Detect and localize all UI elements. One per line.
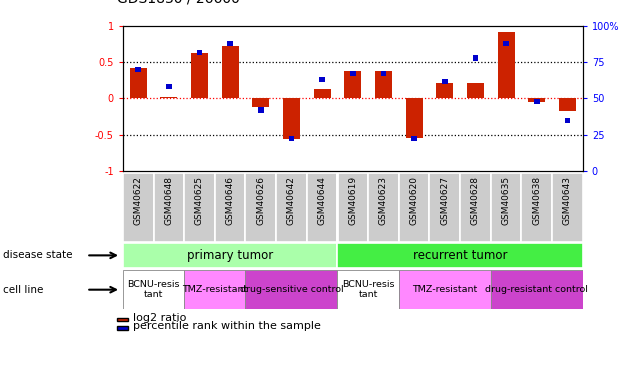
Bar <box>338 270 399 309</box>
Bar <box>123 270 184 309</box>
Text: GSM40626: GSM40626 <box>256 176 265 225</box>
Bar <box>552 172 583 242</box>
Text: cell line: cell line <box>3 285 43 295</box>
Text: GSM40635: GSM40635 <box>501 176 510 225</box>
Text: GSM40628: GSM40628 <box>471 176 480 225</box>
Bar <box>437 82 453 99</box>
Bar <box>161 97 177 99</box>
Bar <box>411 136 417 141</box>
Bar <box>338 172 368 242</box>
Bar <box>498 32 515 99</box>
Text: GSM40625: GSM40625 <box>195 176 204 225</box>
Bar <box>314 89 331 99</box>
Text: BCNU-resis
tant: BCNU-resis tant <box>127 280 180 299</box>
Text: recurrent tumor: recurrent tumor <box>413 249 507 262</box>
Bar <box>197 50 202 55</box>
Bar <box>253 99 269 107</box>
Bar <box>338 243 583 268</box>
Bar <box>472 56 478 60</box>
Bar <box>399 270 491 309</box>
Text: GSM40646: GSM40646 <box>226 176 234 225</box>
Text: GSM40623: GSM40623 <box>379 176 388 225</box>
Bar <box>381 71 386 76</box>
Text: drug-sensitive control: drug-sensitive control <box>239 285 343 294</box>
Bar <box>246 270 338 309</box>
Bar <box>534 99 539 104</box>
Bar <box>227 41 233 46</box>
Bar <box>503 41 509 46</box>
Text: GSM40643: GSM40643 <box>563 176 572 225</box>
Text: drug-resistant control: drug-resistant control <box>485 285 588 294</box>
Text: primary tumor: primary tumor <box>187 249 273 262</box>
Bar <box>215 172 246 242</box>
Bar <box>375 71 392 99</box>
Bar <box>559 99 576 111</box>
Bar <box>130 68 147 99</box>
Text: disease state: disease state <box>3 251 72 260</box>
Bar <box>184 172 215 242</box>
Bar <box>522 172 552 242</box>
Bar <box>258 108 263 112</box>
Bar <box>406 99 423 138</box>
Bar <box>564 118 570 123</box>
Bar <box>283 99 300 139</box>
Bar <box>123 243 338 268</box>
Bar <box>246 172 276 242</box>
Bar <box>222 46 239 99</box>
Bar <box>368 172 399 242</box>
Bar <box>529 99 545 102</box>
Text: GSM40619: GSM40619 <box>348 176 357 225</box>
Text: GSM40642: GSM40642 <box>287 176 296 225</box>
Text: percentile rank within the sample: percentile rank within the sample <box>133 321 321 331</box>
Bar <box>460 172 491 242</box>
Text: TMZ-resistant: TMZ-resistant <box>412 285 478 294</box>
Bar <box>319 77 325 82</box>
Bar <box>345 71 361 99</box>
Bar <box>289 136 294 141</box>
Bar <box>166 84 171 89</box>
Bar <box>135 67 141 72</box>
Text: GSM40622: GSM40622 <box>134 176 142 225</box>
Bar <box>191 53 208 99</box>
Bar <box>184 270 246 309</box>
Bar <box>491 172 522 242</box>
Bar <box>399 172 430 242</box>
Bar <box>154 172 184 242</box>
Text: GSM40648: GSM40648 <box>164 176 173 225</box>
Text: GSM40638: GSM40638 <box>532 176 541 225</box>
Bar <box>276 172 307 242</box>
Bar <box>430 172 460 242</box>
Bar <box>350 71 355 76</box>
Bar <box>491 270 583 309</box>
Text: GSM40644: GSM40644 <box>318 176 326 225</box>
Bar <box>307 172 338 242</box>
Text: GDS1830 / 26600: GDS1830 / 26600 <box>117 0 239 6</box>
Bar <box>467 82 484 99</box>
Bar <box>123 172 154 242</box>
Text: TMZ-resistant: TMZ-resistant <box>182 285 248 294</box>
Text: log2 ratio: log2 ratio <box>133 313 186 322</box>
Text: GSM40627: GSM40627 <box>440 176 449 225</box>
Bar <box>442 79 447 84</box>
Text: GSM40620: GSM40620 <box>410 176 418 225</box>
Text: BCNU-resis
tant: BCNU-resis tant <box>342 280 394 299</box>
